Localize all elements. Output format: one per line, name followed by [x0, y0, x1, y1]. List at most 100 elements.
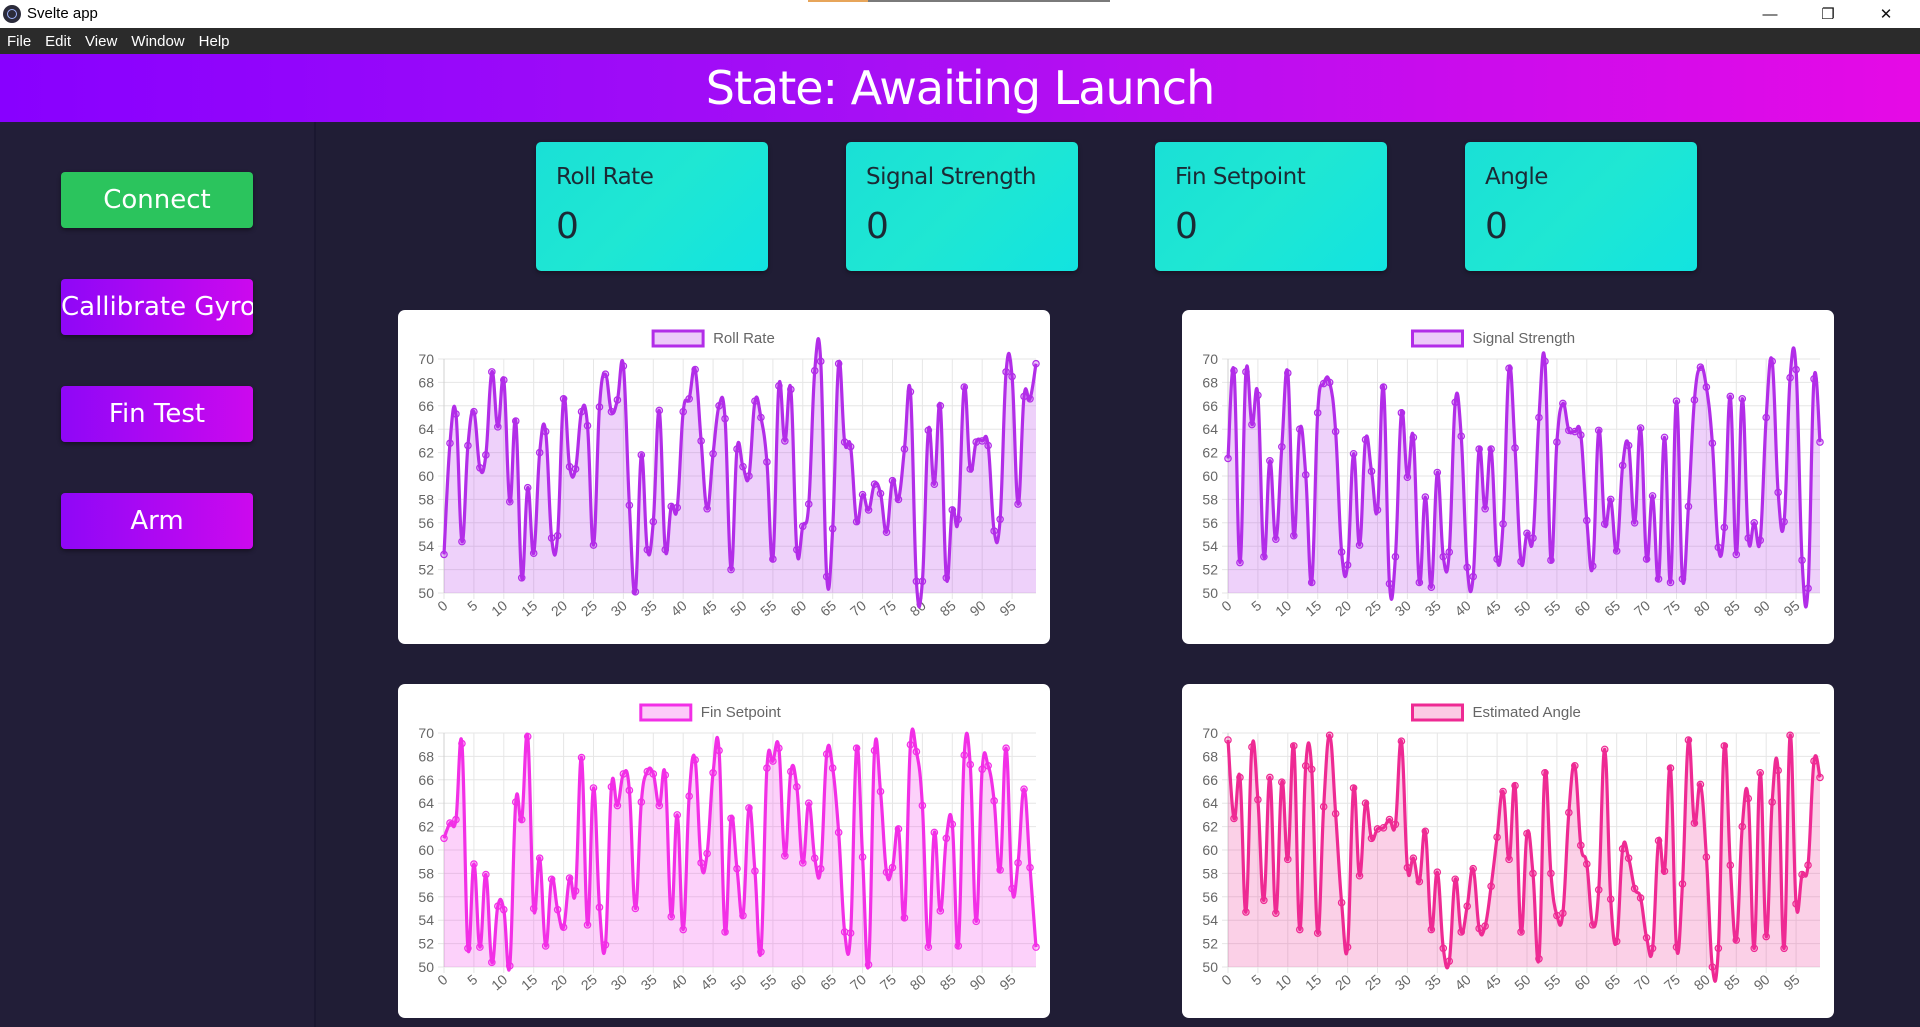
- data-point[interactable]: [1618, 845, 1627, 853]
- data-point[interactable]: [1523, 829, 1531, 838]
- data-point[interactable]: [1696, 363, 1705, 371]
- data-point[interactable]: [757, 413, 765, 422]
- data-point[interactable]: [505, 497, 514, 506]
- data-point[interactable]: [1636, 424, 1645, 432]
- data-point[interactable]: [739, 462, 747, 471]
- data-point[interactable]: [553, 905, 562, 914]
- data-point[interactable]: [470, 860, 478, 868]
- data-point[interactable]: [1600, 520, 1609, 528]
- data-point[interactable]: [499, 376, 508, 384]
- data-point[interactable]: [589, 541, 598, 549]
- data-point[interactable]: [1313, 929, 1322, 937]
- data-point[interactable]: [517, 573, 526, 582]
- data-point[interactable]: [787, 385, 795, 394]
- data-point[interactable]: [1762, 932, 1770, 941]
- data-point[interactable]: [494, 423, 502, 431]
- menu-edit[interactable]: Edit: [45, 32, 72, 50]
- data-point[interactable]: [571, 465, 580, 473]
- legend-label[interactable]: Roll Rate: [713, 330, 775, 347]
- connect-button[interactable]: Connect: [61, 172, 253, 228]
- data-point[interactable]: [804, 799, 813, 808]
- data-point[interactable]: [876, 787, 885, 796]
- data-point[interactable]: [1254, 391, 1262, 400]
- data-point[interactable]: [482, 451, 490, 459]
- data-point[interactable]: [1535, 955, 1543, 963]
- data-point[interactable]: [589, 784, 598, 792]
- data-point[interactable]: [511, 417, 520, 425]
- data-point[interactable]: [1295, 425, 1304, 434]
- data-point[interactable]: [559, 923, 568, 932]
- data-point[interactable]: [798, 859, 807, 867]
- data-point[interactable]: [1008, 884, 1016, 893]
- data-point[interactable]: [673, 811, 682, 819]
- data-point[interactable]: [787, 767, 795, 776]
- data-point[interactable]: [1594, 885, 1603, 894]
- data-point[interactable]: [733, 445, 741, 453]
- data-point[interactable]: [996, 866, 1004, 874]
- data-point[interactable]: [804, 500, 813, 508]
- data-point[interactable]: [1397, 737, 1406, 745]
- data-point[interactable]: [816, 357, 825, 366]
- data-point[interactable]: [1571, 427, 1579, 436]
- data-point[interactable]: [1678, 575, 1687, 583]
- data-point[interactable]: [810, 854, 819, 862]
- data-point[interactable]: [1421, 827, 1430, 836]
- data-point[interactable]: [1002, 368, 1010, 376]
- data-point[interactable]: [1624, 441, 1633, 450]
- legend-label[interactable]: Fin Setpoint: [701, 704, 782, 721]
- data-point[interactable]: [1319, 802, 1328, 811]
- data-point[interactable]: [619, 770, 628, 778]
- data-point[interactable]: [751, 397, 759, 405]
- data-point[interactable]: [1750, 944, 1759, 953]
- data-point[interactable]: [834, 359, 843, 368]
- legend-swatch[interactable]: [639, 703, 693, 722]
- data-point[interactable]: [1684, 502, 1693, 511]
- data-point[interactable]: [649, 770, 658, 778]
- data-point[interactable]: [577, 753, 586, 762]
- data-point[interactable]: [1541, 357, 1549, 366]
- data-point[interactable]: [1774, 488, 1782, 497]
- data-point[interactable]: [996, 515, 1004, 524]
- data-point[interactable]: [709, 768, 717, 777]
- data-point[interactable]: [1505, 364, 1513, 373]
- data-point[interactable]: [846, 929, 855, 937]
- data-point[interactable]: [1301, 761, 1310, 770]
- data-point[interactable]: [1541, 768, 1549, 777]
- data-point[interactable]: [1337, 548, 1346, 556]
- data-point[interactable]: [1618, 461, 1627, 470]
- data-point[interactable]: [876, 489, 885, 498]
- data-point[interactable]: [1511, 444, 1519, 452]
- data-point[interactable]: [1732, 936, 1741, 944]
- data-point[interactable]: [984, 441, 992, 450]
- data-point[interactable]: [930, 828, 939, 837]
- data-point[interactable]: [924, 426, 933, 435]
- minimize-button[interactable]: —: [1762, 5, 1778, 23]
- data-point[interactable]: [954, 942, 963, 950]
- data-point[interactable]: [1517, 557, 1525, 566]
- data-point[interactable]: [870, 480, 879, 488]
- data-point[interactable]: [1816, 773, 1824, 782]
- data-point[interactable]: [1606, 495, 1615, 504]
- data-point[interactable]: [1780, 944, 1788, 953]
- data-point[interactable]: [649, 517, 658, 526]
- data-point[interactable]: [697, 437, 705, 445]
- data-point[interactable]: [1481, 922, 1489, 930]
- data-point[interactable]: [625, 786, 634, 795]
- data-point[interactable]: [781, 852, 789, 860]
- data-point[interactable]: [912, 747, 921, 756]
- data-point[interactable]: [972, 917, 981, 926]
- data-point[interactable]: [685, 394, 693, 403]
- data-point[interactable]: [828, 524, 837, 533]
- data-point[interactable]: [1248, 420, 1256, 429]
- data-point[interactable]: [930, 480, 939, 488]
- data-point[interactable]: [1642, 555, 1651, 563]
- data-point[interactable]: [452, 815, 460, 824]
- data-point[interactable]: [703, 849, 711, 858]
- data-point[interactable]: [643, 545, 652, 554]
- data-point[interactable]: [1295, 925, 1304, 934]
- legend-swatch[interactable]: [1411, 329, 1464, 348]
- data-point[interactable]: [942, 834, 951, 843]
- data-point[interactable]: [607, 783, 616, 791]
- data-point[interactable]: [1283, 855, 1292, 864]
- data-point[interactable]: [1301, 471, 1310, 479]
